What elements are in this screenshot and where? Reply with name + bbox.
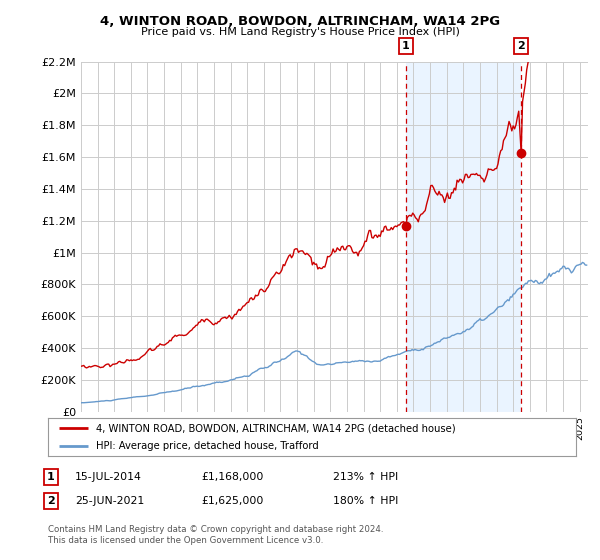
- Text: £1,625,000: £1,625,000: [201, 496, 263, 506]
- Text: Contains HM Land Registry data © Crown copyright and database right 2024.
This d: Contains HM Land Registry data © Crown c…: [48, 525, 383, 545]
- Text: 4, WINTON ROAD, BOWDON, ALTRINCHAM, WA14 2PG: 4, WINTON ROAD, BOWDON, ALTRINCHAM, WA14…: [100, 15, 500, 27]
- Text: 1: 1: [402, 41, 410, 51]
- Text: 213% ↑ HPI: 213% ↑ HPI: [333, 472, 398, 482]
- Text: 1: 1: [47, 472, 55, 482]
- Text: 180% ↑ HPI: 180% ↑ HPI: [333, 496, 398, 506]
- Text: 4, WINTON ROAD, BOWDON, ALTRINCHAM, WA14 2PG (detached house): 4, WINTON ROAD, BOWDON, ALTRINCHAM, WA14…: [95, 423, 455, 433]
- Text: 15-JUL-2014: 15-JUL-2014: [75, 472, 142, 482]
- Text: 2: 2: [47, 496, 55, 506]
- Text: Price paid vs. HM Land Registry's House Price Index (HPI): Price paid vs. HM Land Registry's House …: [140, 27, 460, 37]
- Text: HPI: Average price, detached house, Trafford: HPI: Average price, detached house, Traf…: [95, 441, 318, 451]
- Bar: [406, 62, 521, 412]
- Text: 2: 2: [517, 41, 525, 51]
- Text: £1,168,000: £1,168,000: [201, 472, 263, 482]
- Text: 25-JUN-2021: 25-JUN-2021: [75, 496, 144, 506]
